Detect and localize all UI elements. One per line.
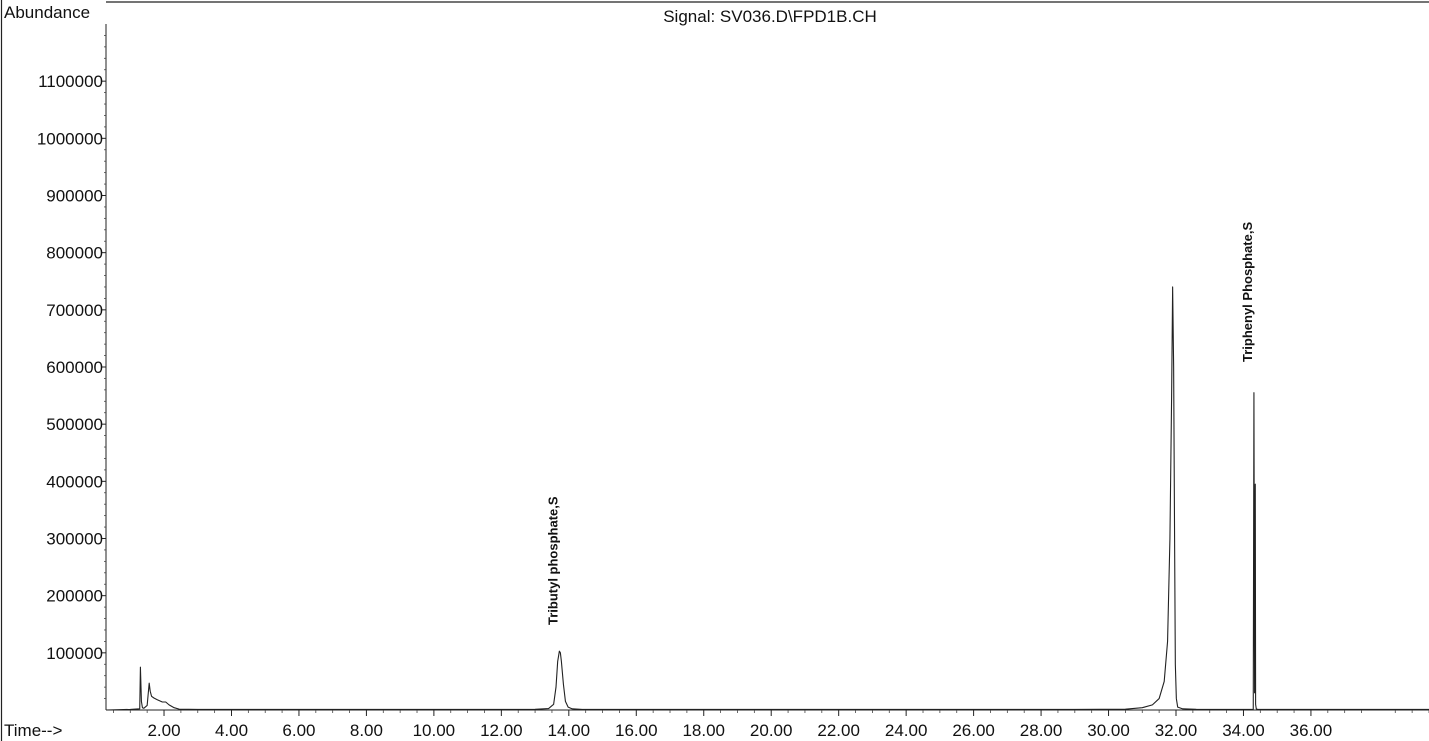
- x-tick-label: 36.00: [1290, 721, 1333, 740]
- y-tick-label: 300000: [46, 530, 103, 549]
- x-tick-label: 6.00: [282, 721, 315, 740]
- x-tick-label: 12.00: [480, 721, 523, 740]
- peak-label: Tributyl phosphate,S: [545, 496, 560, 625]
- x-tick-label: 28.00: [1020, 721, 1063, 740]
- y-tick-label: 100000: [46, 644, 103, 663]
- x-tick-label: 20.00: [750, 721, 793, 740]
- x-tick-label: 4.00: [215, 721, 248, 740]
- y-tick-label: 700000: [46, 301, 103, 320]
- x-tick-label: 2.00: [147, 721, 180, 740]
- y-tick-label: 200000: [46, 587, 103, 606]
- x-tick-label: 16.00: [615, 721, 658, 740]
- peak-label: Triphenyl Phosphate,S: [1240, 222, 1255, 362]
- x-ticks: 2.00 4.00 6.00 8.00 10.00 12.00 14.00 16.00 18.0…: [113, 710, 1429, 740]
- y-axis-title: Abundance: [4, 3, 90, 22]
- y-tick-label: 500000: [46, 415, 103, 434]
- x-tick-label: 8.00: [350, 721, 383, 740]
- x-tick-label: 32.00: [1155, 721, 1198, 740]
- y-tick-label: 800000: [46, 244, 103, 263]
- x-tick-label: 24.00: [885, 721, 928, 740]
- x-tick-label: 34.00: [1222, 721, 1265, 740]
- y-tick-label: 900000: [46, 187, 103, 206]
- y-ticks: 100000 200000 300000 400000 500000 600000 7000…: [37, 35, 106, 699]
- x-tick-label: 26.00: [952, 721, 995, 740]
- signal-trace: [105, 286, 1429, 711]
- y-tick-label: 1100000: [38, 72, 103, 91]
- chart-title: Signal: SV036.D\FPD1B.CH: [663, 7, 877, 26]
- x-tick-label: 10.00: [413, 721, 456, 740]
- y-tick-label: 1000000: [37, 129, 103, 148]
- x-axis-title: Time-->: [4, 721, 62, 740]
- x-tick-label: 14.00: [548, 721, 591, 740]
- x-tick-label: 22.00: [817, 721, 860, 740]
- peak-annotations: Tributyl phosphate,S Triphenyl Phosphate,…: [545, 222, 1255, 625]
- x-tick-label: 18.00: [682, 721, 725, 740]
- x-tick-label: 30.00: [1087, 721, 1130, 740]
- y-tick-label: 600000: [46, 358, 103, 377]
- y-tick-label: 400000: [46, 472, 103, 491]
